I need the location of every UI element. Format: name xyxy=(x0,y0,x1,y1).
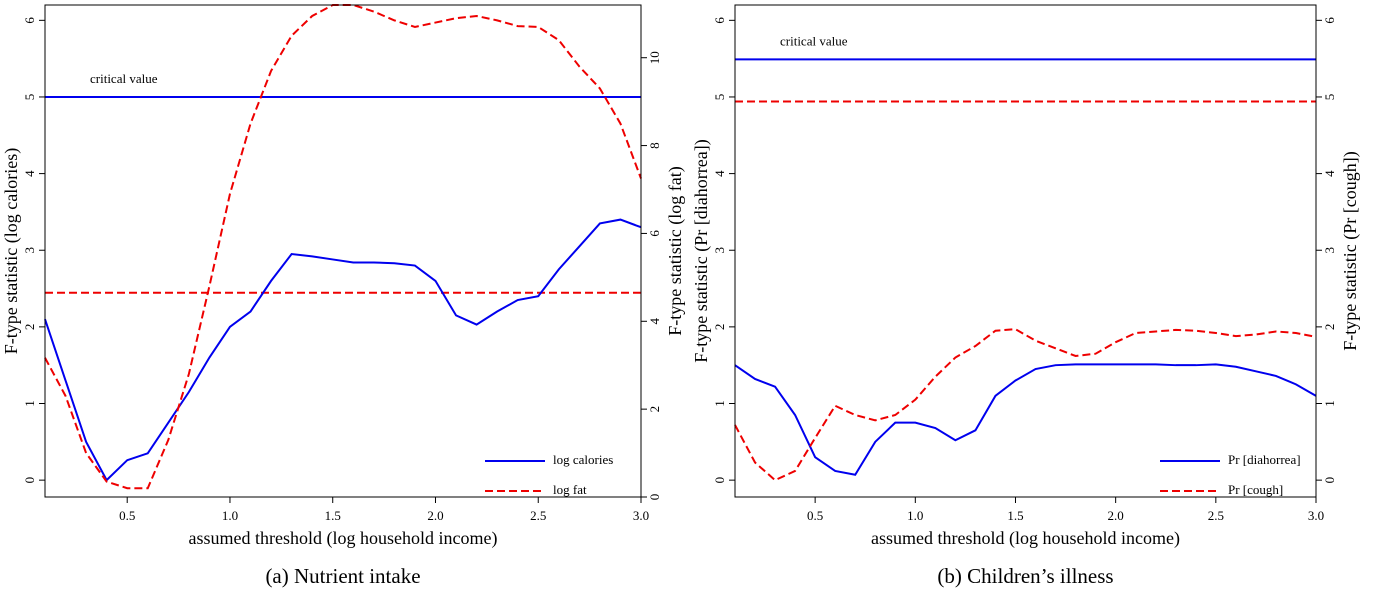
series-line xyxy=(734,328,1317,482)
y-tick-label: 1 xyxy=(712,400,727,407)
caption: (b) Children’s illness xyxy=(937,564,1113,588)
y2-tick-label: 5 xyxy=(1322,94,1337,101)
y2-tick-label: 4 xyxy=(647,318,662,325)
x-tick-label: 2.0 xyxy=(1108,508,1124,523)
y-tick-label: 4 xyxy=(22,170,37,177)
x-tick-label: 3.0 xyxy=(633,508,649,523)
y-tick-label: 2 xyxy=(712,324,727,331)
y2-tick-label: 2 xyxy=(647,406,662,413)
y-tick-label: 0 xyxy=(712,477,727,484)
series-line xyxy=(734,363,1317,476)
y-tick-label: 4 xyxy=(712,170,727,177)
y2-axis-label: F-type statistic (log fat) xyxy=(665,166,686,335)
x-tick-label: 1.5 xyxy=(1007,508,1023,523)
y2-tick-label: 2 xyxy=(1322,324,1337,331)
y2-tick-label: 8 xyxy=(647,142,662,149)
x-tick-label: 0.5 xyxy=(119,508,135,523)
y-tick-label: 2 xyxy=(22,324,37,331)
plot-frame xyxy=(734,4,1317,498)
x-tick-label: 3.0 xyxy=(1308,508,1324,523)
x-tick-label: 1.0 xyxy=(222,508,238,523)
y2-axis-label: F-type statistic (Pr [cough]) xyxy=(1340,151,1361,350)
legend-label: log calories xyxy=(553,452,613,467)
x-tick-label: 2.5 xyxy=(530,508,546,523)
y2-tick-label: 1 xyxy=(1322,400,1337,407)
annotation: critical value xyxy=(90,71,158,86)
x-axis-label: assumed threshold (log household income) xyxy=(189,528,498,549)
x-tick-label: 1.0 xyxy=(907,508,923,523)
y2-tick-label: 4 xyxy=(1322,170,1337,177)
caption: (a) Nutrient intake xyxy=(265,564,420,588)
y-tick-label: 6 xyxy=(22,17,37,24)
legend-label: log fat xyxy=(553,482,587,497)
y2-tick-label: 0 xyxy=(647,494,662,501)
x-tick-label: 2.5 xyxy=(1208,508,1224,523)
y-axis-label: F-type statistic (Pr [diahorrea]) xyxy=(691,139,712,362)
legend-label: Pr [diahorrea] xyxy=(1228,452,1301,467)
y-tick-label: 1 xyxy=(22,400,37,407)
y2-tick-label: 10 xyxy=(647,51,662,64)
y2-tick-label: 3 xyxy=(1322,247,1337,254)
y-tick-label: 6 xyxy=(712,17,727,24)
x-tick-label: 0.5 xyxy=(807,508,823,523)
x-tick-label: 1.5 xyxy=(325,508,341,523)
y-tick-label: 5 xyxy=(712,94,727,101)
legend-label: Pr [cough] xyxy=(1228,482,1283,497)
plot-frame xyxy=(44,4,642,498)
annotation: critical value xyxy=(780,33,848,48)
y2-tick-label: 6 xyxy=(647,230,662,237)
y-tick-label: 3 xyxy=(712,247,727,254)
y-tick-label: 3 xyxy=(22,247,37,254)
y2-tick-label: 0 xyxy=(1322,477,1337,484)
series-line xyxy=(44,218,642,482)
y-tick-label: 5 xyxy=(22,94,37,101)
x-axis-label: assumed threshold (log household income) xyxy=(871,528,1180,549)
y-axis-label: F-type statistic (log calories) xyxy=(1,148,22,354)
y2-tick-label: 6 xyxy=(1322,17,1337,24)
y-tick-label: 0 xyxy=(22,477,37,484)
x-tick-label: 2.0 xyxy=(427,508,443,523)
